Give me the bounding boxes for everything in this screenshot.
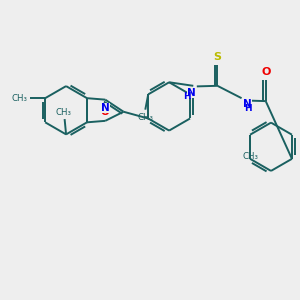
Text: CH₃: CH₃	[242, 152, 258, 161]
Text: CH₃: CH₃	[11, 94, 28, 103]
Text: N: N	[101, 103, 110, 113]
Text: N: N	[188, 88, 196, 98]
Text: S: S	[213, 52, 221, 62]
Text: H: H	[183, 92, 190, 101]
Text: O: O	[261, 67, 270, 77]
Text: H: H	[244, 104, 252, 113]
Text: CH₃: CH₃	[137, 112, 153, 122]
Text: CH₃: CH₃	[55, 108, 71, 117]
Text: N: N	[243, 99, 252, 110]
Text: O: O	[101, 107, 110, 117]
